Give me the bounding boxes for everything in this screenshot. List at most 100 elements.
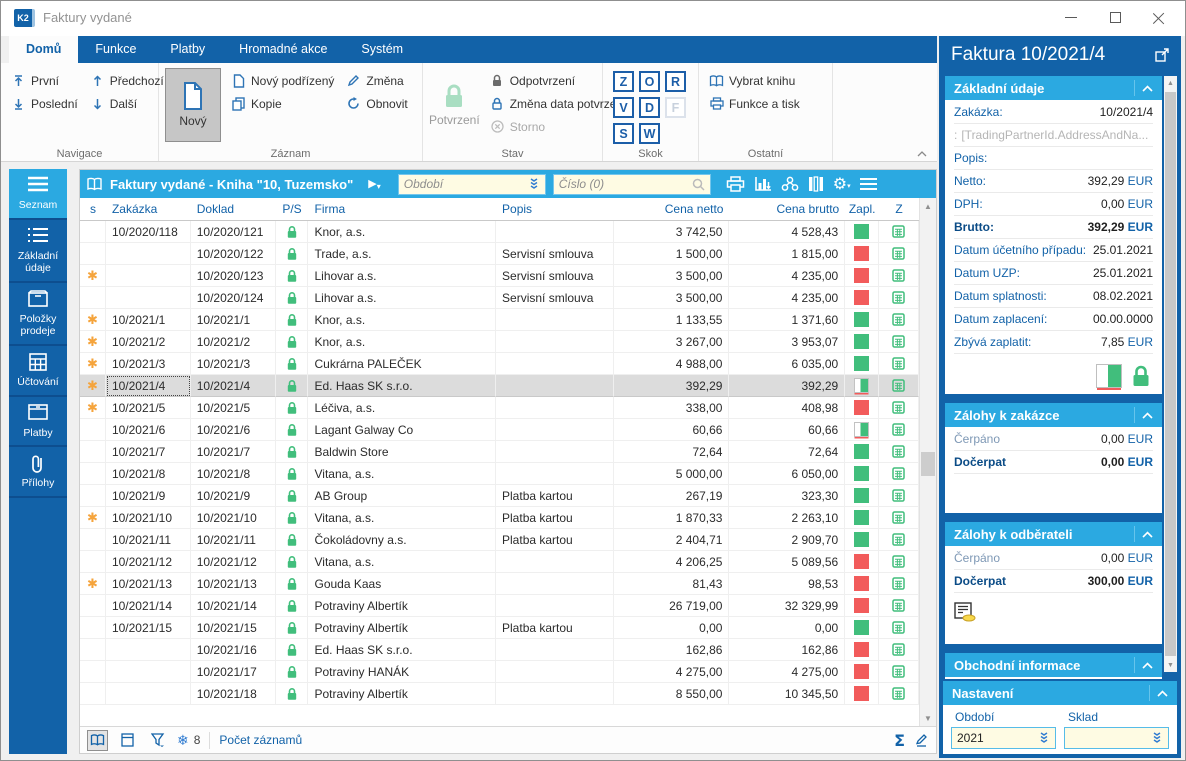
collapse-chevron-icon[interactable] bbox=[1142, 411, 1153, 419]
scroll-down-arrow[interactable]: ▼ bbox=[924, 713, 932, 723]
table-row[interactable]: ✱ 10/2021/17 Potraviny HANÁK 4 275,00 4 … bbox=[80, 661, 919, 683]
number-filter-input[interactable]: Číslo (0) bbox=[552, 173, 711, 195]
table-row[interactable]: ✱ 10/2021/1 10/2021/1 Knor, a.s. 1 133,5… bbox=[80, 309, 919, 331]
card-view-button[interactable] bbox=[117, 730, 138, 751]
table-row[interactable]: ✱ 10/2021/7 10/2021/7 Baldwin Store 72,6… bbox=[80, 441, 919, 463]
table-row[interactable]: ✱ 10/2020/123 Lihovar a.s. Servisní smlo… bbox=[80, 265, 919, 287]
col-header-zapl[interactable]: Zapl. bbox=[848, 202, 876, 216]
storno-button[interactable]: Storno bbox=[484, 115, 633, 138]
col-header-popis[interactable]: Popis bbox=[502, 202, 533, 216]
panel-scroll-down-arrow[interactable]: ▼ bbox=[1167, 661, 1174, 669]
edit-pencil-icon[interactable] bbox=[914, 733, 929, 748]
snowflake-icon[interactable]: ❄ bbox=[177, 731, 189, 748]
table-row[interactable]: ✱ 10/2021/5 10/2021/5 Léčiva, a.s. 338,0… bbox=[80, 397, 919, 419]
last-button[interactable]: Poslední bbox=[5, 92, 84, 115]
filter-button[interactable] bbox=[147, 730, 168, 751]
section-header-zakladni[interactable]: Základní údaje bbox=[945, 76, 1162, 100]
new-child-button[interactable]: Nový podřízený bbox=[225, 69, 340, 92]
maximize-button[interactable] bbox=[1093, 1, 1137, 33]
close-button[interactable] bbox=[1137, 1, 1181, 33]
section-header-nastaveni[interactable]: Nastavení bbox=[943, 681, 1177, 705]
table-row[interactable]: ✱ 10/2020/122 Trade, a.s. Servisní smlou… bbox=[80, 243, 919, 265]
collapse-chevron-icon[interactable] bbox=[1142, 661, 1153, 669]
table-row[interactable]: ✱ 10/2021/14 10/2021/14 Potraviny Albert… bbox=[80, 595, 919, 617]
panel-scroll-up-arrow[interactable]: ▲ bbox=[1167, 79, 1174, 87]
tab-domu[interactable]: Domů bbox=[9, 36, 79, 63]
period-filter-input[interactable]: Období bbox=[397, 173, 546, 195]
table-row[interactable]: ✱ 10/2020/124 Lihovar a.s. Servisní smlo… bbox=[80, 287, 919, 309]
collapse-chevron-icon[interactable] bbox=[1142, 84, 1153, 92]
advance-invoice-icon[interactable] bbox=[954, 602, 976, 622]
table-row[interactable]: ✱ 10/2021/9 10/2021/9 AB Group Platba ka… bbox=[80, 485, 919, 507]
table-row[interactable]: ✱ 10/2021/16 Ed. Haas SK s.r.o. 162,86 1… bbox=[80, 639, 919, 661]
tab-funkce[interactable]: Funkce bbox=[95, 42, 137, 56]
table-row[interactable]: ✱ 10/2021/3 10/2021/3 Cukrárna PALEČEK 4… bbox=[80, 353, 919, 375]
unconfirm-button[interactable]: Odpotvrzení bbox=[484, 69, 633, 92]
table-row[interactable]: ✱ 10/2021/11 10/2021/11 Čokoládovny a.s.… bbox=[80, 529, 919, 551]
table-vertical-scrollbar[interactable]: ▲ ▼ bbox=[919, 198, 936, 726]
table-row[interactable]: ✱ 10/2021/6 10/2021/6 Lagant Galway Co 6… bbox=[80, 419, 919, 441]
col-header-netto[interactable]: Cena netto bbox=[664, 202, 724, 216]
tab-hromadne-akce[interactable]: Hromadné akce bbox=[239, 42, 328, 56]
collapse-chevron-icon[interactable] bbox=[1157, 689, 1168, 697]
period-combo[interactable]: 2021 bbox=[951, 727, 1056, 749]
col-header-z[interactable]: Z bbox=[895, 202, 903, 216]
book-menu-button[interactable]: ▶▾ bbox=[368, 178, 381, 191]
functions-print-button[interactable]: Funkce a tisk bbox=[703, 92, 830, 115]
collapse-chevron-icon[interactable] bbox=[1142, 530, 1153, 538]
col-header-ps[interactable]: P/S bbox=[282, 202, 302, 216]
first-button[interactable]: První bbox=[5, 69, 84, 92]
col-header-doklad[interactable]: Doklad bbox=[196, 202, 235, 216]
sidebar-item-prilohy[interactable]: Přílohy bbox=[9, 447, 67, 498]
sidebar-item-seznam[interactable]: Seznam bbox=[9, 169, 67, 220]
table-row[interactable]: ✱ 10/2021/13 10/2021/13 Gouda Kaas 81,43… bbox=[80, 573, 919, 595]
jump-r-button[interactable]: R bbox=[665, 71, 686, 92]
table-row[interactable]: ✱ 10/2021/8 10/2021/8 Vitana, a.s. 5 000… bbox=[80, 463, 919, 485]
settings-gear-icon[interactable]: ⚙▾ bbox=[832, 174, 851, 193]
book-view-button[interactable] bbox=[87, 729, 108, 751]
table-row[interactable]: ✱ 10/2020/118 10/2020/121 Knor, a.s. 3 7… bbox=[80, 221, 919, 243]
jump-w-button[interactable]: W bbox=[639, 123, 660, 144]
jump-s-button[interactable]: S bbox=[613, 123, 634, 144]
section-header-zalohy-odberateli[interactable]: Zálohy k odběrateli bbox=[945, 522, 1162, 546]
sidebar-item-uctovani[interactable]: Účtování bbox=[9, 346, 67, 397]
relations-icon[interactable] bbox=[781, 176, 799, 192]
confirm-button[interactable]: Potvrzení bbox=[429, 68, 480, 142]
col-header-brutto[interactable]: Cena brutto bbox=[776, 202, 840, 216]
table-row[interactable]: ✱ 10/2021/18 Potraviny Albertík 8 550,00… bbox=[80, 683, 919, 705]
sidebar-item-platby[interactable]: Platby bbox=[9, 397, 67, 448]
sidebar-item-zakladni-udaje[interactable]: Základní údaje bbox=[9, 220, 67, 283]
table-row[interactable]: ✱ 10/2021/10 10/2021/10 Vitana, a.s. Pla… bbox=[80, 507, 919, 529]
print-icon[interactable] bbox=[726, 176, 745, 192]
change-button[interactable]: Změna bbox=[340, 69, 413, 92]
chart-icon[interactable] bbox=[754, 176, 772, 192]
col-header-firma[interactable]: Firma bbox=[314, 202, 346, 216]
jump-d-button[interactable]: D bbox=[639, 97, 660, 118]
panel-scrollbar[interactable]: ▲ ▼ bbox=[1164, 76, 1177, 672]
columns-icon[interactable] bbox=[808, 176, 824, 192]
panel-scroll-thumb[interactable] bbox=[1165, 92, 1176, 656]
col-header-zakazka[interactable]: Zakázka bbox=[111, 202, 158, 216]
new-button[interactable]: Nový bbox=[165, 68, 221, 142]
select-book-button[interactable]: Vybrat knihu bbox=[703, 69, 830, 92]
next-button[interactable]: Další bbox=[84, 92, 170, 115]
table-row[interactable]: ✱ 10/2021/12 10/2021/12 Vitana, a.s. 4 2… bbox=[80, 551, 919, 573]
previous-button[interactable]: Předchozí bbox=[84, 69, 170, 92]
sidebar-item-polozky-prodeje[interactable]: Položky prodeje bbox=[9, 283, 67, 346]
refresh-button[interactable]: Obnovit bbox=[340, 92, 413, 115]
sum-icon[interactable]: Σ bbox=[894, 730, 905, 750]
tab-system[interactable]: Systém bbox=[361, 42, 404, 56]
jump-o-button[interactable]: O bbox=[639, 71, 660, 92]
table-row[interactable]: ✱ 10/2021/4 10/2021/4 Ed. Haas SK s.r.o.… bbox=[80, 375, 919, 397]
minimize-button[interactable] bbox=[1049, 1, 1093, 33]
table-row[interactable]: ✱ 10/2021/2 10/2021/2 Knor, a.s. 3 267,0… bbox=[80, 331, 919, 353]
section-header-obchodni[interactable]: Obchodní informace bbox=[945, 653, 1162, 677]
table-menu-icon[interactable] bbox=[859, 178, 877, 190]
tab-platby[interactable]: Platby bbox=[170, 42, 206, 56]
ribbon-collapse-button[interactable] bbox=[917, 151, 927, 157]
scroll-thumb[interactable] bbox=[921, 452, 935, 476]
copy-button[interactable]: Kopie bbox=[225, 92, 340, 115]
table-row[interactable]: ✱ 10/2021/15 10/2021/15 Potraviny Albert… bbox=[80, 617, 919, 639]
jump-f-button[interactable]: F bbox=[665, 97, 686, 118]
warehouse-combo[interactable] bbox=[1064, 727, 1169, 749]
